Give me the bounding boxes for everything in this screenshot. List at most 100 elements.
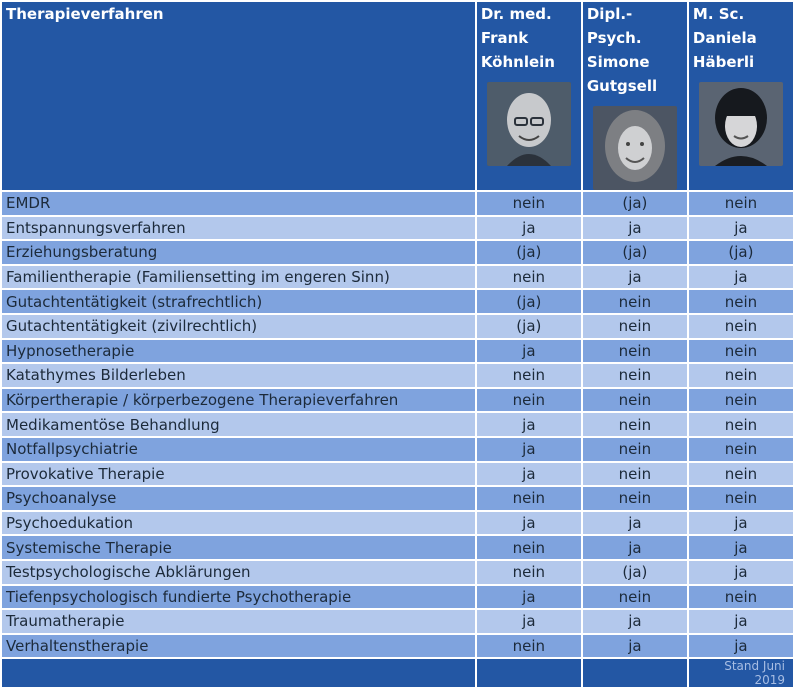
value-cell-person-1: ja <box>476 462 581 486</box>
table-row: Entspannungsverfahren ja ja ja <box>2 216 793 240</box>
value-cell-person-1: (ja) <box>476 241 581 264</box>
value-cell-person-2: nein <box>582 364 687 387</box>
value-cell-person-3: ja <box>688 265 793 289</box>
therapy-label: Provokative Therapie <box>2 462 475 486</box>
person-3-last: Häberli <box>692 53 755 71</box>
therapy-label: Katathymes Bilderleben <box>2 364 475 387</box>
value-cell-person-3: nein <box>688 487 793 510</box>
therapy-label: Gutachtentätigkeit (strafrechtlich) <box>2 290 475 313</box>
value-cell-person-1: nein <box>476 634 581 658</box>
value-cell-person-2: nein <box>582 462 687 486</box>
value-cell-person-2: ja <box>582 265 687 289</box>
therapy-label: Körpertherapie / körperbezogene Therapie… <box>2 388 475 412</box>
table-row: Medikamentöse Behandlung ja nein nein <box>2 413 793 436</box>
value-cell-person-2: nein <box>582 314 687 338</box>
person-3-first: Daniela <box>692 29 757 47</box>
value-cell-person-1: ja <box>476 216 581 240</box>
table-row: Katathymes Bilderleben nein nein nein <box>2 364 793 387</box>
person-2-header: Dipl.-Psych. Simone Gutgsell <box>582 2 687 190</box>
value-cell-person-2: nein <box>582 437 687 461</box>
table-row: Familientherapie (Familiensetting im eng… <box>2 265 793 289</box>
value-cell-person-3: nein <box>688 290 793 313</box>
therapy-label: Testpsychologische Abklärungen <box>2 560 475 584</box>
value-cell-person-3: ja <box>688 536 793 559</box>
table-row: Psychoanalyse nein nein nein <box>2 487 793 510</box>
person-2-photo <box>592 106 677 190</box>
table-row: Gutachtentätigkeit (strafrechtlich) (ja) n… <box>2 290 793 313</box>
table-row: Systemische Therapie nein ja ja <box>2 536 793 559</box>
therapy-label: EMDR <box>2 192 475 215</box>
value-cell-person-1: nein <box>476 560 581 584</box>
value-cell-person-2: ja <box>582 536 687 559</box>
table-row: Tiefenpsychologisch fundierte Psychother… <box>2 585 793 609</box>
value-cell-person-1: nein <box>476 265 581 289</box>
value-cell-person-2: (ja) <box>582 560 687 584</box>
person-1-last: Köhnlein <box>480 53 555 71</box>
therapy-label: Systemische Therapie <box>2 536 475 559</box>
value-cell-person-3: ja <box>688 634 793 658</box>
column-title: Therapieverfahren <box>2 2 475 190</box>
table-row: Traumatherapie ja ja ja <box>2 610 793 633</box>
table-row: EMDR nein (ja) nein <box>2 192 793 215</box>
therapy-label: Tiefenpsychologisch fundierte Psychother… <box>2 585 475 609</box>
value-cell-person-2: ja <box>582 610 687 633</box>
value-cell-person-1: (ja) <box>476 290 581 313</box>
person-2-first: Simone <box>586 53 650 71</box>
table-row: Gutachtentätigkeit (zivilrechtlich) (ja) n… <box>2 314 793 338</box>
rows-body: EMDR nein (ja) nein Entspannungsverfahren ja j… <box>2 192 793 658</box>
value-cell-person-1: nein <box>476 388 581 412</box>
person-1-header: Dr. med. Frank Köhnlein <box>476 2 581 190</box>
value-cell-person-1: ja <box>476 610 581 633</box>
table-row: Testpsychologische Abklärungen nein (ja) ja <box>2 560 793 584</box>
person-2-last: Gutgsell <box>586 77 658 95</box>
value-cell-person-2: nein <box>582 388 687 412</box>
person-3-header: M. Sc. Daniela Häberli <box>688 2 793 190</box>
value-cell-person-1: nein <box>476 487 581 510</box>
therapy-label: Familientherapie (Familiensetting im eng… <box>2 265 475 289</box>
value-cell-person-3: ja <box>688 610 793 633</box>
person-1-first: Frank <box>480 29 529 47</box>
therapy-label: Hypnosetherapie <box>2 339 475 363</box>
value-cell-person-2: ja <box>582 511 687 535</box>
footer-row: Stand Juni 2019 <box>2 659 793 688</box>
value-cell-person-2: (ja) <box>582 241 687 264</box>
value-cell-person-1: ja <box>476 413 581 436</box>
person-1-title: Dr. med. <box>480 5 552 23</box>
table-row: Erziehungsberatung (ja) (ja) (ja) <box>2 241 793 264</box>
value-cell-person-3: nein <box>688 192 793 215</box>
value-cell-person-1: ja <box>476 585 581 609</box>
value-cell-person-3: nein <box>688 585 793 609</box>
value-cell-person-2: (ja) <box>582 192 687 215</box>
footer-cell-blank <box>582 659 687 688</box>
value-cell-person-1: (ja) <box>476 314 581 338</box>
value-cell-person-1: nein <box>476 364 581 387</box>
therapy-label: Gutachtentätigkeit (zivilrechtlich) <box>2 314 475 338</box>
value-cell-person-2: nein <box>582 290 687 313</box>
therapy-label: Psychoedukation <box>2 511 475 535</box>
value-cell-person-3: nein <box>688 437 793 461</box>
therapy-label: Erziehungsberatung <box>2 241 475 264</box>
value-cell-person-1: nein <box>476 192 581 215</box>
value-cell-person-2: nein <box>582 487 687 510</box>
table-row: Verhaltenstherapie nein ja ja <box>2 634 793 658</box>
table-row: Notfallpsychiatrie ja nein nein <box>2 437 793 461</box>
therapy-label: Psychoanalyse <box>2 487 475 510</box>
person-2-title: Dipl.-Psych. <box>586 5 642 47</box>
value-cell-person-1: ja <box>476 511 581 535</box>
value-cell-person-3: (ja) <box>688 241 793 264</box>
person-3-title: M. Sc. <box>692 5 745 23</box>
value-cell-person-1: ja <box>476 339 581 363</box>
value-cell-person-1: ja <box>476 437 581 461</box>
therapy-label: Entspannungsverfahren <box>2 216 475 240</box>
value-cell-person-3: nein <box>688 339 793 363</box>
stand-date: Stand Juni 2019 <box>688 659 793 688</box>
value-cell-person-3: nein <box>688 388 793 412</box>
value-cell-person-3: ja <box>688 560 793 584</box>
value-cell-person-2: ja <box>582 634 687 658</box>
table-row: Hypnosetherapie ja nein nein <box>2 339 793 363</box>
table-row: Körpertherapie / körperbezogene Therapie… <box>2 388 793 412</box>
value-cell-person-3: nein <box>688 314 793 338</box>
therapy-label: Verhaltenstherapie <box>2 634 475 658</box>
table-row: Psychoedukation ja ja ja <box>2 511 793 535</box>
